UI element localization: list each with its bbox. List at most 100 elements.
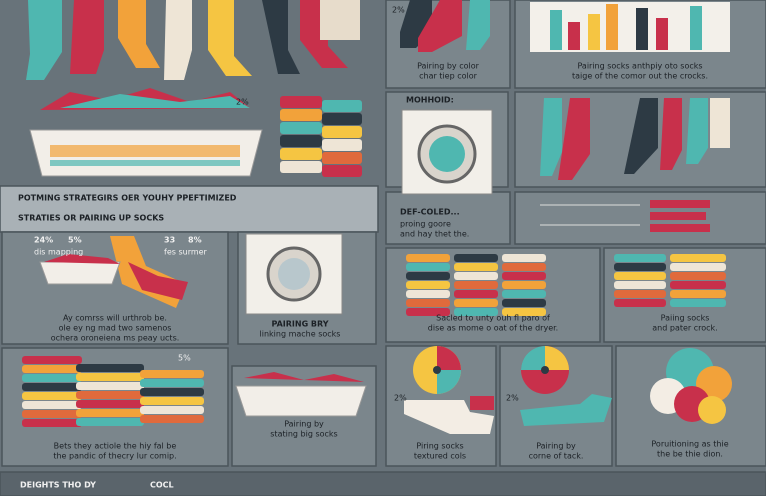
folded-cloth	[502, 281, 546, 289]
folded-cloth	[614, 272, 666, 280]
caption: dise as mome o oat of the dryer.	[428, 324, 558, 333]
caption: Bets they actiole the hiy fal be	[54, 442, 177, 451]
folded-cloth	[280, 109, 322, 121]
folded-cloth	[670, 272, 726, 280]
folded-cloth	[454, 272, 498, 280]
caption: PAIRING BRY	[271, 320, 328, 329]
caption: Pairing by	[284, 420, 324, 429]
pie-illustrations	[404, 346, 732, 434]
stat: 8%	[188, 236, 202, 245]
folded-cloth	[140, 379, 204, 387]
caption: Poruitioning as thie	[651, 440, 728, 449]
stat-label: dis mapping	[34, 248, 83, 257]
folded-cloth	[140, 388, 204, 396]
method-line: proing goore	[400, 220, 451, 229]
folded-cloth	[140, 370, 204, 378]
stat: 5%	[68, 236, 82, 245]
folded-cloth	[22, 356, 82, 364]
stat: 5%	[178, 354, 191, 363]
folded-cloth	[76, 391, 144, 399]
caption: the be thie dion.	[657, 450, 723, 459]
folded-cloth	[502, 290, 546, 298]
caption: linking mache socks	[260, 330, 341, 339]
folded-cloth	[406, 272, 450, 280]
folded-cloth	[322, 126, 362, 138]
folded-cloth	[140, 406, 204, 414]
stat: 2%	[392, 6, 405, 15]
folded-cloth	[76, 400, 144, 408]
method-line: DEF-COLED...	[400, 208, 460, 217]
folded-cloth	[406, 308, 450, 316]
basket-2	[235, 372, 367, 417]
folded-cloth	[502, 308, 546, 316]
stat: 2%	[394, 394, 407, 403]
folded-cloth	[22, 374, 82, 382]
folded-cloth	[454, 281, 498, 289]
folded-cloth	[502, 272, 546, 280]
folded-cloth	[454, 263, 498, 271]
stat: 2%	[236, 98, 249, 107]
folded-cloth	[614, 299, 666, 307]
folded-cloth	[614, 281, 666, 289]
hanging-socks-right	[540, 98, 730, 180]
folded-cloth	[502, 254, 546, 262]
folded-cloth	[614, 263, 666, 271]
basket	[29, 88, 263, 177]
folded-cloth	[22, 401, 82, 409]
folded-cloth	[454, 254, 498, 262]
folded-cloth	[670, 263, 726, 271]
stat: 24%	[34, 236, 53, 245]
timeline	[540, 200, 710, 232]
caption: Paiing socks	[661, 314, 710, 323]
stat-label: fes surmer	[164, 248, 208, 257]
folded-cloth	[502, 263, 546, 271]
stat: 33	[164, 236, 175, 245]
caption: textured cols	[414, 452, 466, 461]
pair-socks	[400, 0, 490, 52]
caption: ochera oroneiena ms peay ucts.	[51, 334, 180, 343]
caption: and pater crock.	[652, 324, 717, 333]
folded-cloth	[76, 409, 144, 417]
banner-title: POTMING STRATEGIRS OER YOUHY PPEFTIMIZED	[18, 194, 237, 203]
caption: stating big socks	[270, 430, 337, 439]
folded-cloth	[614, 254, 666, 262]
folded-cloth	[322, 139, 362, 151]
folded-cloth	[280, 122, 322, 134]
folded-cloth	[140, 397, 204, 405]
basket-socks	[39, 236, 188, 308]
folded-cloth	[614, 290, 666, 298]
washing-machine-2	[245, 233, 343, 315]
folded-cloth	[454, 299, 498, 307]
folded-cloth	[76, 364, 144, 372]
banner-subtitle: STRATIES OR PAIRING UP SOCKS	[18, 214, 164, 223]
caption: Sacled to unty ouh fl paro of	[436, 314, 550, 323]
caption: Piring socks	[416, 442, 463, 451]
folded-cloth	[76, 418, 144, 426]
folded-cloth	[280, 148, 322, 160]
folded-cloth	[406, 254, 450, 262]
caption: char tiep color	[419, 72, 478, 81]
folded-cloth	[406, 290, 450, 298]
washing-machine	[401, 109, 493, 195]
folded-cloth	[406, 281, 450, 289]
folded-cloth	[322, 100, 362, 112]
folded-cloth	[22, 365, 82, 373]
caption: corne of tack.	[529, 452, 584, 461]
folded-cloth	[406, 299, 450, 307]
folded-cloth	[76, 382, 144, 390]
folded-cloth	[502, 299, 546, 307]
footer-text: DEIGHTS THO DY	[20, 481, 96, 490]
folded-cloth	[280, 161, 322, 173]
hanging-socks	[26, 0, 360, 80]
folded-cloth	[140, 415, 204, 423]
folded-cloth	[322, 113, 362, 125]
footer-text: COCL	[150, 481, 174, 490]
heading: MOHHOID:	[406, 96, 454, 105]
caption: the pandic of thecry lur comip.	[53, 452, 176, 461]
folded-cloth	[280, 96, 322, 108]
folded-cloth	[322, 152, 362, 164]
folded-cloth	[454, 290, 498, 298]
folded-stacks	[22, 96, 726, 427]
method-line: and hay thet the.	[400, 230, 469, 239]
